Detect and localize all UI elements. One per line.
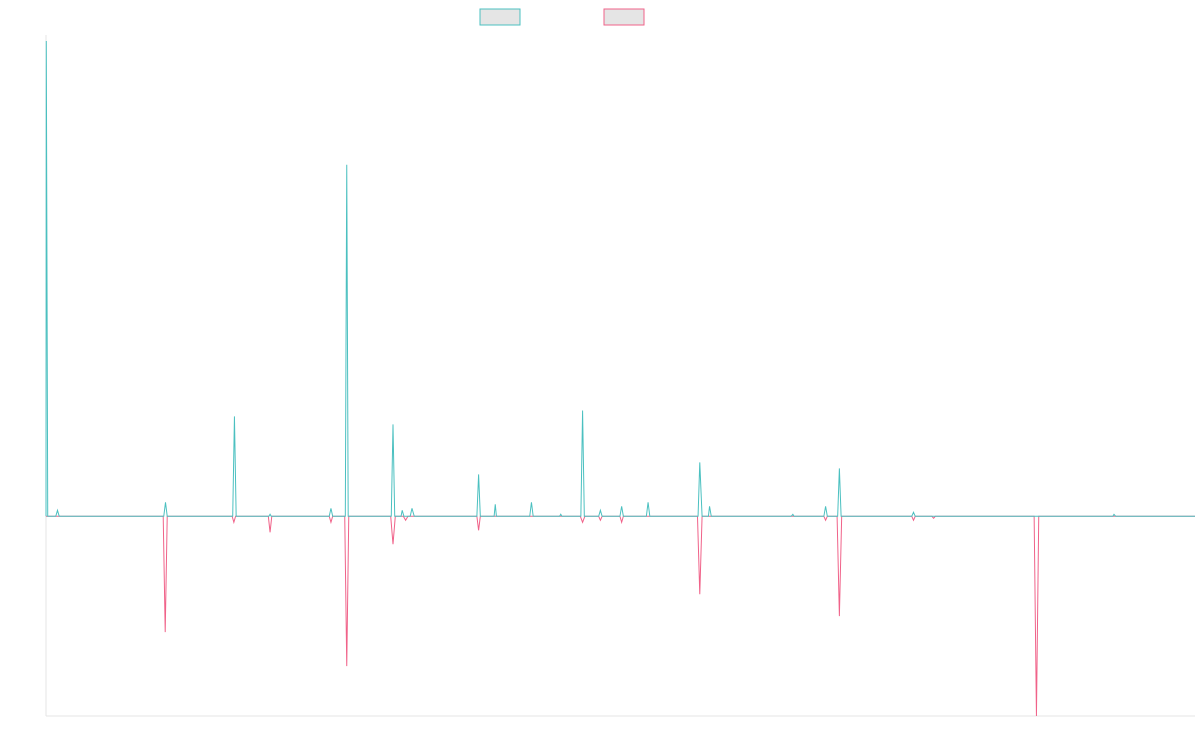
series-line-1 xyxy=(45,40,1195,517)
legend[interactable] xyxy=(479,8,645,26)
legend-item-1[interactable] xyxy=(479,8,521,26)
legend-item-2[interactable] xyxy=(603,8,645,26)
plot-area xyxy=(45,35,1195,717)
legend-swatch-2 xyxy=(603,8,645,26)
legend-swatch-1 xyxy=(479,8,521,26)
series-line-2 xyxy=(46,515,1195,717)
